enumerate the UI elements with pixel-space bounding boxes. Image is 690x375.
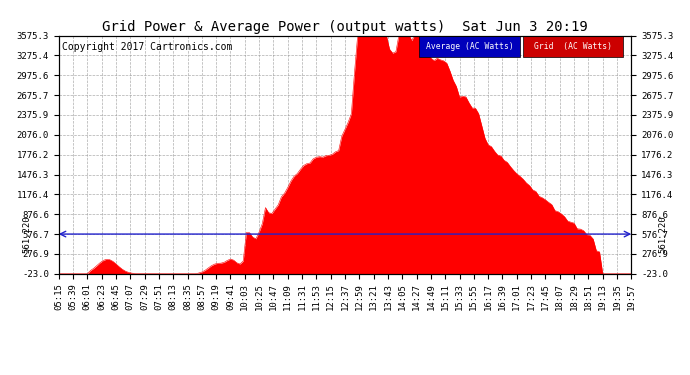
Text: 561.220: 561.220 [23, 215, 32, 253]
Text: Copyright 2017 Cartronics.com: Copyright 2017 Cartronics.com [61, 42, 232, 52]
Text: 561.220: 561.220 [658, 215, 667, 253]
Title: Grid Power & Average Power (output watts)  Sat Jun 3 20:19: Grid Power & Average Power (output watts… [102, 21, 588, 34]
Text: Grid  (AC Watts): Grid (AC Watts) [533, 42, 611, 51]
FancyBboxPatch shape [522, 36, 623, 57]
Text: Average (AC Watts): Average (AC Watts) [426, 42, 513, 51]
FancyBboxPatch shape [420, 36, 520, 57]
